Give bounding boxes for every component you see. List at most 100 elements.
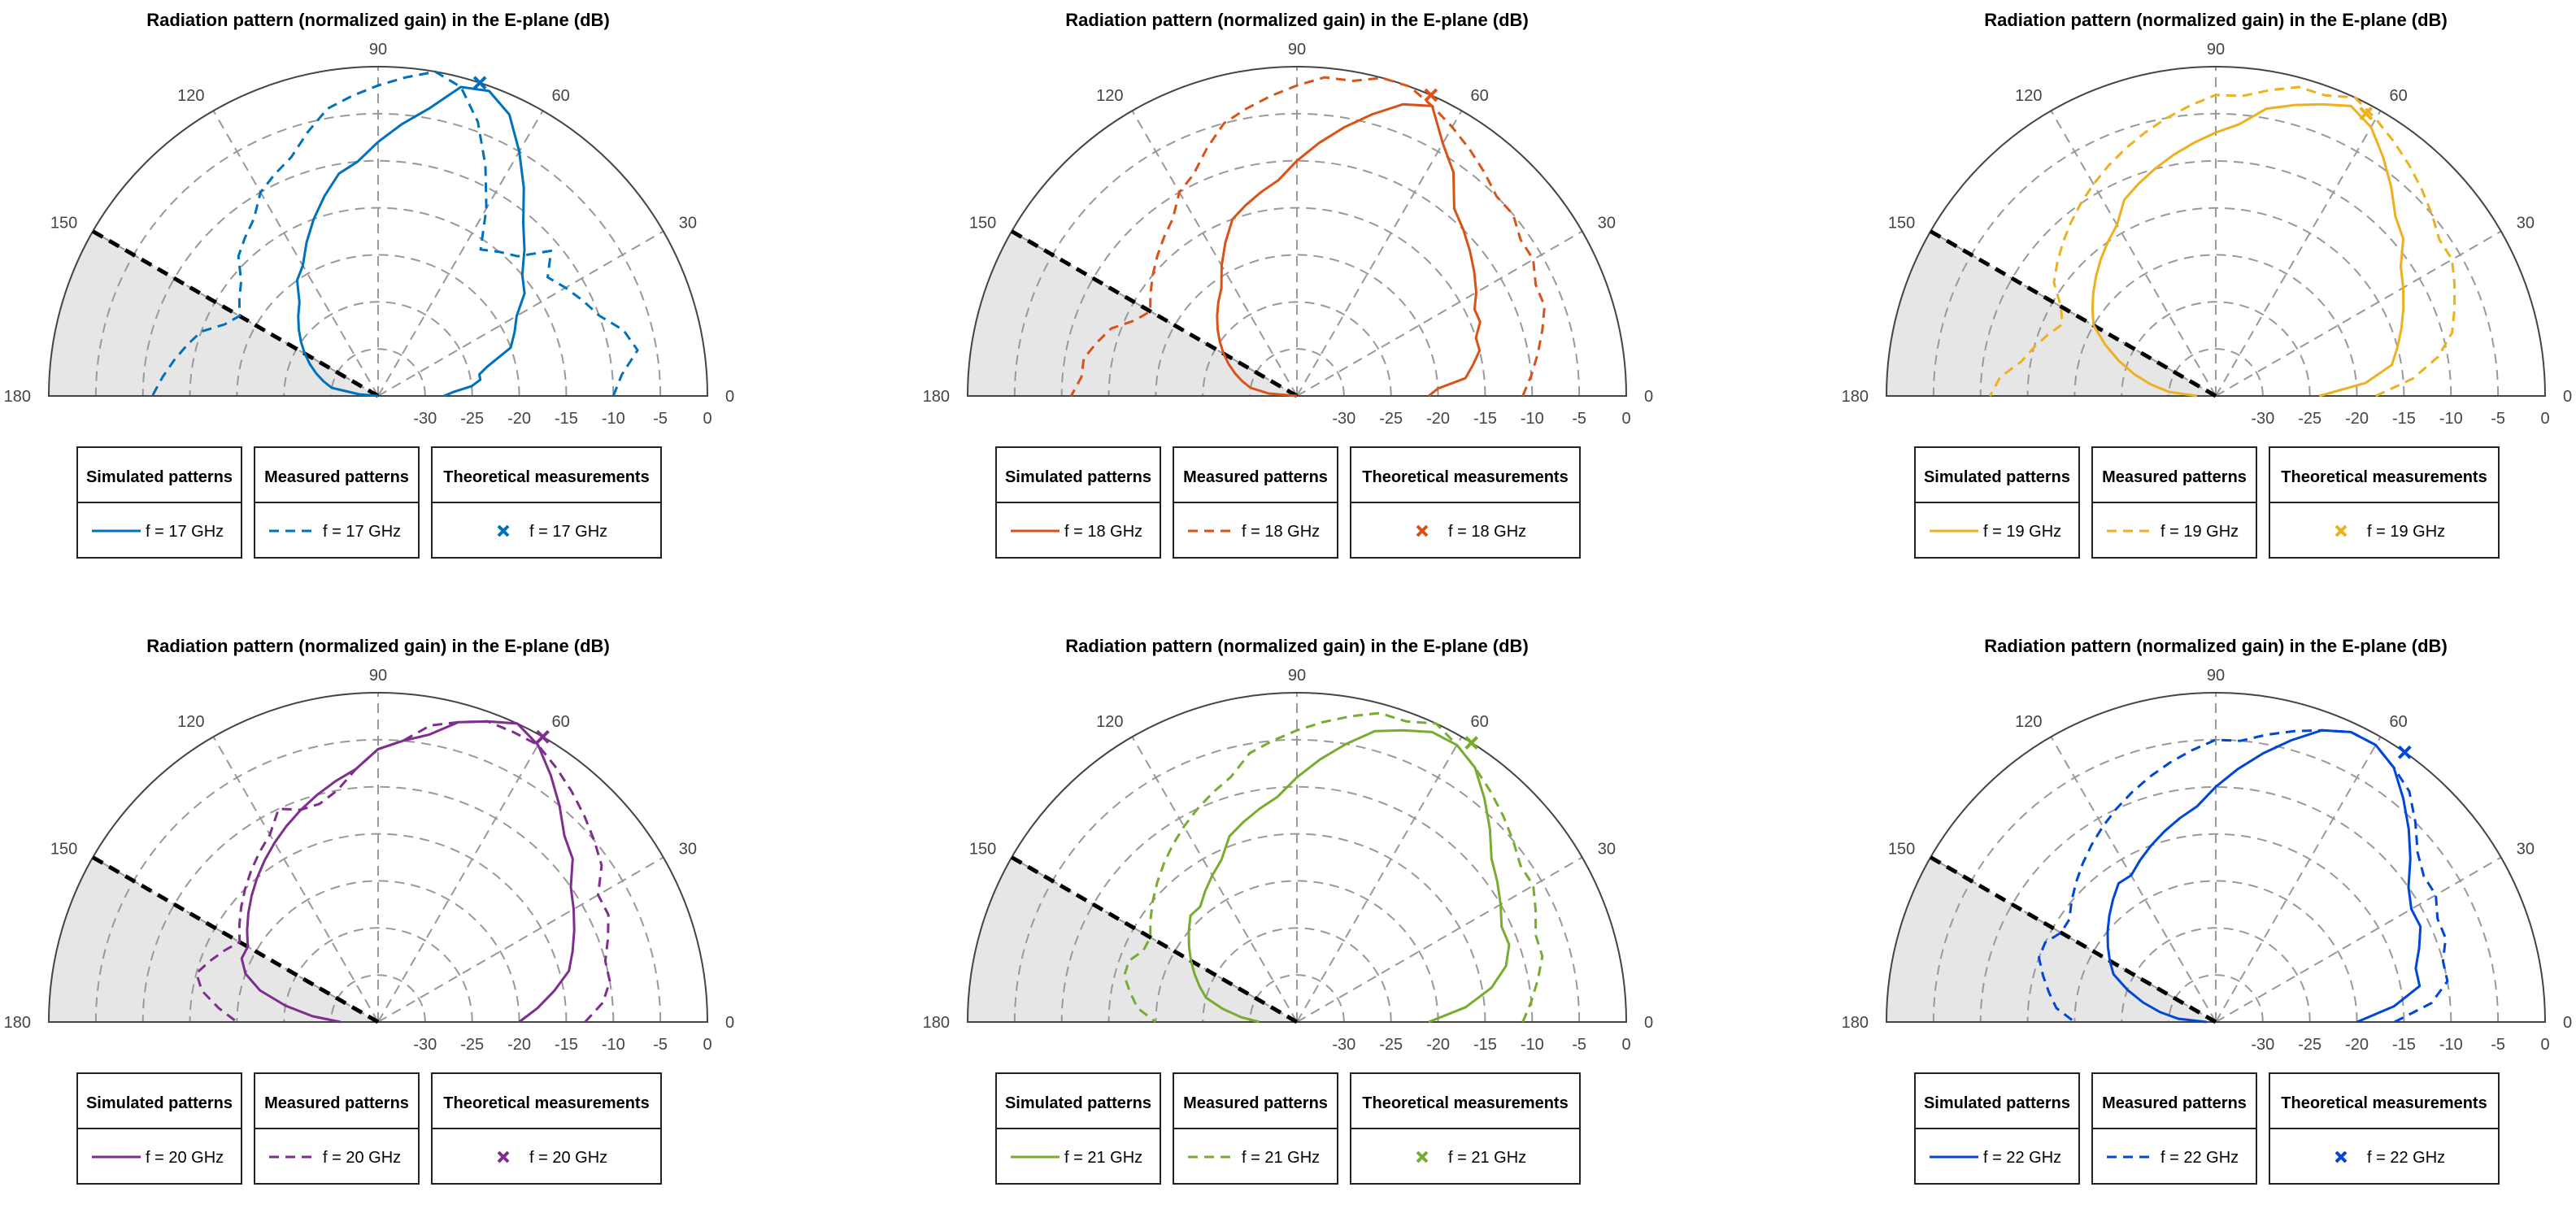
theta-tick-label: 180 <box>4 1014 31 1032</box>
theoretical-marker <box>2397 745 2412 759</box>
r-grid-arc <box>2073 254 2358 397</box>
legend-box-3: Theoretical measurements f = 17 GHz <box>431 446 662 559</box>
theta-tick-label: 150 <box>50 215 77 233</box>
theta-grid-line <box>2215 230 2502 397</box>
theta-tick-label: 120 <box>2015 713 2042 731</box>
r-tick-label: -20 <box>2345 1036 2369 1054</box>
r-tick-label: -5 <box>1572 1036 1586 1054</box>
theoretical-marker <box>536 729 550 744</box>
theta-grid-line <box>1930 856 2217 1023</box>
r-tick-label: 0 <box>1621 1036 1630 1054</box>
r-tick-label: -10 <box>602 410 625 428</box>
r-grid-arc <box>1155 881 1439 1023</box>
legend-header: Theoretical measurements <box>443 468 649 486</box>
legend-header: Theoretical measurements <box>443 1094 649 1112</box>
theta-tick-label: 0 <box>1644 388 1653 406</box>
legend-label: f = 21 GHz <box>1064 1149 1142 1167</box>
theta-grid-line <box>2215 110 2382 397</box>
r-tick-label: -20 <box>507 1036 531 1054</box>
shaded-sector <box>49 857 378 1022</box>
theta-tick-label: 0 <box>725 388 734 406</box>
r-grid-arc <box>1979 159 2452 397</box>
theta-tick-label: 180 <box>1842 1014 1869 1032</box>
r-tick-label: -15 <box>1473 1036 1497 1054</box>
legend-header: Simulated patterns <box>86 1094 233 1112</box>
theta-tick-label: 150 <box>969 215 996 233</box>
legend-box-1: Simulated patterns f = 21 GHz <box>995 1072 1161 1185</box>
legend-label: f = 18 GHz <box>1242 523 1320 541</box>
r-tick-label: -30 <box>2251 410 2274 428</box>
theta-grid-line <box>2050 110 2217 397</box>
r-tick-label: -30 <box>413 1036 437 1054</box>
legend-box-1: Simulated patterns f = 22 GHz <box>1914 1072 2080 1185</box>
polar-chart-6: 0 30 60 90 120 150 180 -30 -25 -20 -15 -10 -5 0 Radiat… <box>1842 636 2572 1185</box>
legend-label: f = 18 GHz <box>1064 523 1142 541</box>
r-tick-label: -5 <box>2491 410 2505 428</box>
theta-tick-label: 30 <box>679 215 697 233</box>
legend-box-1: Simulated patterns f = 18 GHz <box>995 446 1161 559</box>
r-grid-arc <box>2168 348 2264 397</box>
r-tick-label: -10 <box>602 1036 625 1054</box>
r-tick-label: -20 <box>2345 410 2369 428</box>
legend-label: f = 20 GHz <box>146 1149 224 1167</box>
theta-tick-label: 30 <box>2517 841 2535 859</box>
theta-tick-label: 150 <box>50 841 77 859</box>
r-tick-label: -20 <box>1426 410 1450 428</box>
theta-tick-label: 60 <box>552 87 570 105</box>
legend-header: Simulated patterns <box>1005 468 1151 486</box>
r-tick-label: -5 <box>2491 1036 2505 1054</box>
theta-tick-label: 90 <box>369 41 387 59</box>
legend-marker-sample <box>2334 524 2348 537</box>
r-tick-label: 0 <box>2540 410 2549 428</box>
r-tick-label: -25 <box>2298 410 2321 428</box>
r-grid-arc <box>2073 881 2358 1023</box>
r-tick-label: -10 <box>1521 410 1544 428</box>
theta-tick-label: 120 <box>1096 713 1123 731</box>
legend-marker-sample <box>497 524 510 537</box>
shaded-sector <box>1886 857 2216 1022</box>
r-tick-label: -30 <box>1332 410 1355 428</box>
legend-marker-sample <box>497 1150 510 1163</box>
theta-grid-line <box>377 230 664 397</box>
theta-tick-label: 150 <box>1888 215 1915 233</box>
chart-title: Radiation pattern (normalized gain) in t… <box>1984 10 2448 30</box>
theta-grid-line <box>1131 110 1298 397</box>
shaded-sector <box>49 231 378 396</box>
legend-box-3: Theoretical measurements f = 20 GHz <box>431 1072 662 1185</box>
r-tick-label: -25 <box>1379 1036 1403 1054</box>
theta-tick-label: 120 <box>177 713 204 731</box>
legend-header: Measured patterns <box>1183 1094 1328 1112</box>
r-tick-label: -5 <box>1572 410 1586 428</box>
r-tick-label: -10 <box>2439 1036 2463 1054</box>
theta-tick-label: 120 <box>2015 87 2042 105</box>
shaded-sector <box>1886 231 2216 396</box>
r-grid-arc <box>1249 348 1345 397</box>
theta-tick-label: 60 <box>1471 87 1489 105</box>
legend-header: Measured patterns <box>1183 468 1328 486</box>
polar-frame <box>47 66 709 397</box>
legend-marker-sample <box>1416 524 1429 537</box>
theta-tick-label: 180 <box>1842 388 1869 406</box>
legend-header: Theoretical measurements <box>2281 468 2487 486</box>
legend-header: Measured patterns <box>264 1094 409 1112</box>
r-grid-arc <box>141 159 615 397</box>
theta-tick-label: 60 <box>2390 87 2408 105</box>
theta-tick-label: 0 <box>1644 1014 1653 1032</box>
polar-chart-3: 0 30 60 90 120 150 180 -30 -25 -20 -15 -10 -5 0 Radiat… <box>1842 10 2572 559</box>
legend-marker-sample <box>1416 1150 1429 1163</box>
theta-grid-line <box>1296 230 1583 397</box>
legend-box-1: Simulated patterns f = 19 GHz <box>1914 446 2080 559</box>
theta-tick-label: 180 <box>4 388 31 406</box>
r-tick-label: 0 <box>703 410 711 428</box>
theta-grid-line <box>2050 736 2217 1023</box>
legend-label: f = 19 GHz <box>1983 523 2061 541</box>
theta-grid-line <box>212 110 379 397</box>
theta-tick-label: 30 <box>679 841 697 859</box>
simulated-pattern-line <box>2106 728 2422 1024</box>
legend-label: f = 21 GHz <box>1448 1149 1526 1167</box>
legend-box-2: Measured patterns f = 21 GHz <box>1173 1072 1338 1185</box>
theta-grid-line <box>1011 856 1298 1023</box>
theta-tick-label: 90 <box>1288 41 1306 59</box>
r-tick-label: 0 <box>2540 1036 2549 1054</box>
theta-tick-label: 30 <box>2517 215 2535 233</box>
